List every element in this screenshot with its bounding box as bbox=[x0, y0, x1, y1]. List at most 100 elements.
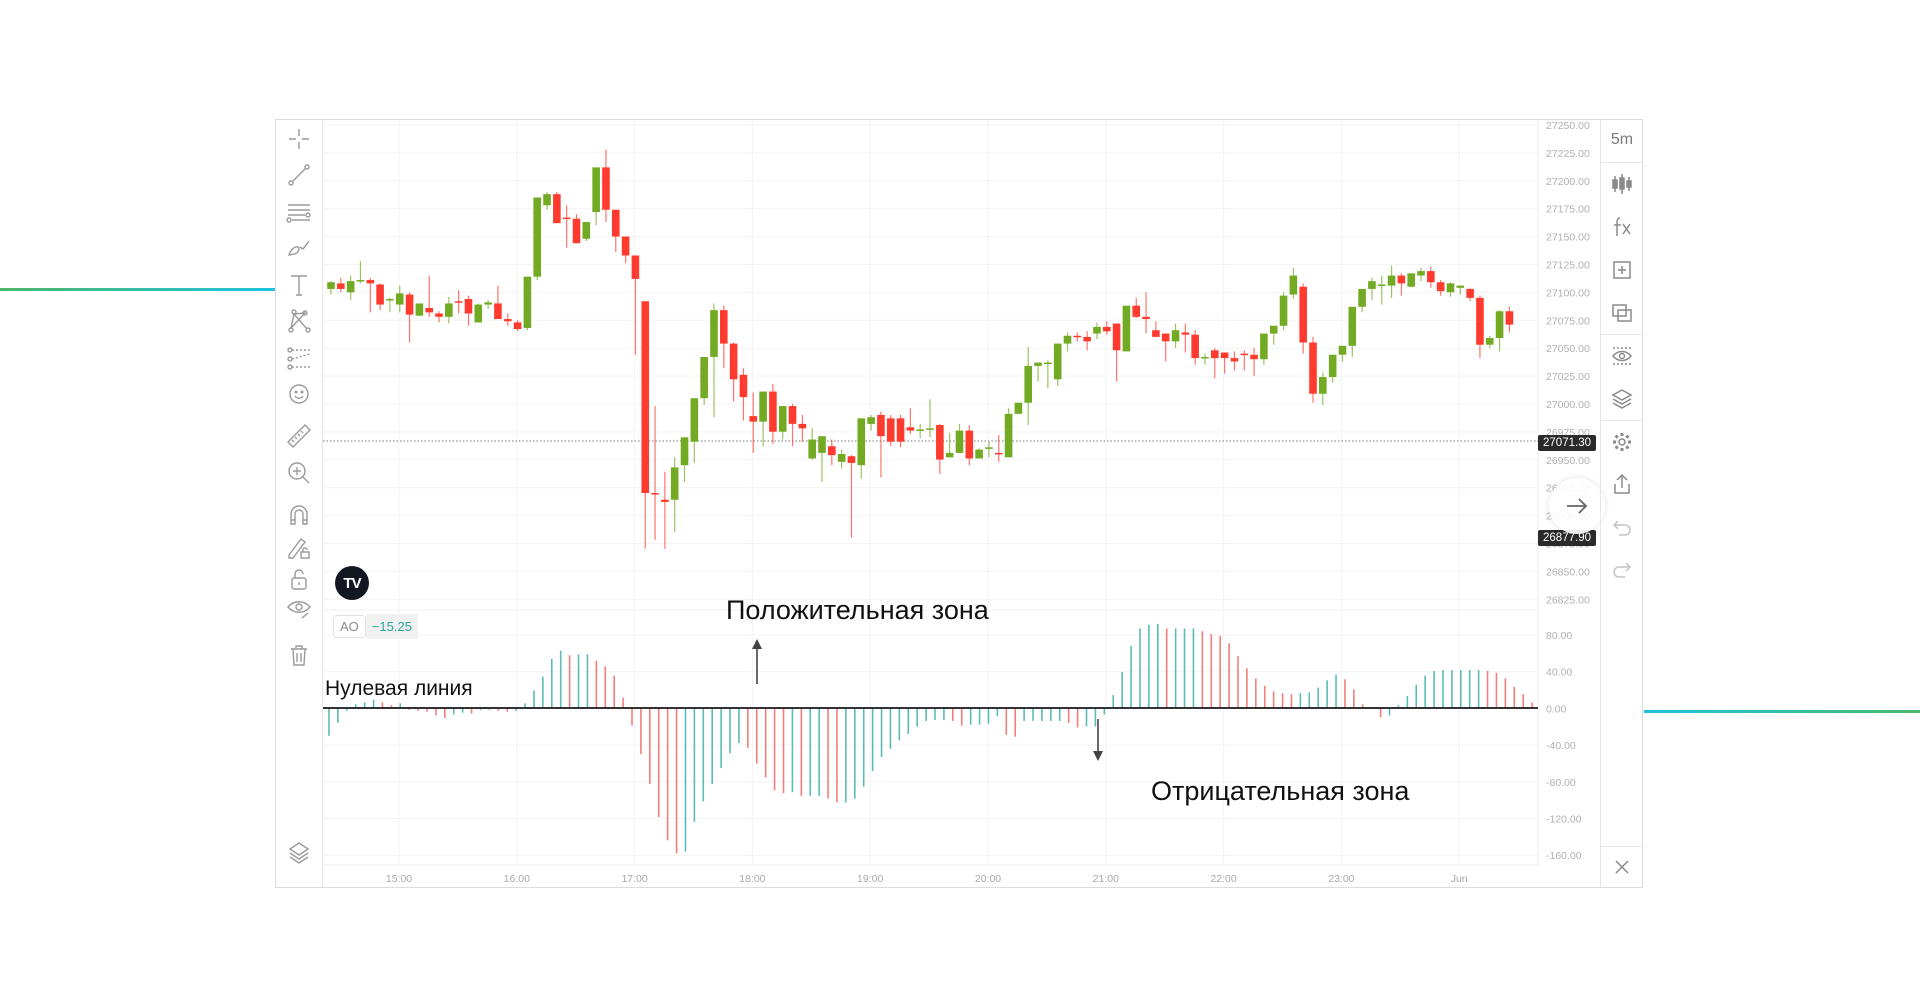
low-price-label: 26877.90 bbox=[1538, 530, 1596, 546]
candle-body bbox=[1387, 275, 1396, 286]
candle-body bbox=[435, 313, 443, 317]
candle-body bbox=[1181, 332, 1190, 335]
candle-body bbox=[867, 417, 875, 424]
candle-body bbox=[926, 428, 934, 430]
chart-canvas[interactable]: 27250.00 27225.00 27200.00 27175.00 27150.00… bbox=[323, 120, 1601, 889]
settings-button[interactable] bbox=[1606, 426, 1638, 458]
candle-body bbox=[847, 456, 856, 463]
drawing-toolbar bbox=[276, 120, 323, 887]
candle-body bbox=[582, 222, 591, 239]
candle-body bbox=[415, 303, 424, 316]
hide-indicators-button[interactable] bbox=[1606, 340, 1638, 372]
lock-tool[interactable] bbox=[284, 564, 314, 594]
candle-body bbox=[877, 414, 885, 437]
trend-line-tool[interactable] bbox=[284, 160, 314, 190]
candle-body bbox=[975, 449, 983, 459]
text-icon bbox=[291, 275, 307, 296]
decorative-line-right bbox=[1644, 710, 1920, 713]
scroll-to-realtime-button[interactable] bbox=[1549, 478, 1605, 534]
candle-body bbox=[513, 322, 522, 330]
share-icon bbox=[1614, 473, 1630, 494]
price-axis-label: 26850.00 bbox=[1546, 566, 1590, 578]
candle-body bbox=[651, 493, 659, 495]
ruler-tool[interactable] bbox=[284, 421, 314, 451]
ao-axis-label: 40.00 bbox=[1546, 667, 1572, 679]
emoji-tool[interactable] bbox=[284, 379, 314, 409]
emoji-icon bbox=[289, 384, 309, 404]
redo-button[interactable] bbox=[1606, 552, 1638, 584]
candle-body bbox=[1152, 330, 1160, 337]
horizontal-lines-tool[interactable] bbox=[284, 197, 314, 227]
layers-button[interactable] bbox=[1606, 383, 1638, 415]
ao-axis-label: -80.00 bbox=[1546, 777, 1576, 789]
crosshair-icon bbox=[289, 129, 309, 149]
compare-button[interactable] bbox=[1606, 297, 1638, 329]
price-axis-label: 27000.00 bbox=[1546, 399, 1590, 411]
undo-icon bbox=[1612, 520, 1631, 536]
pattern-tool[interactable] bbox=[284, 306, 314, 336]
indicator-name[interactable]: AO bbox=[333, 614, 366, 638]
candle-body bbox=[1093, 326, 1101, 334]
candle-body bbox=[445, 303, 453, 317]
candle-body bbox=[1505, 311, 1514, 325]
text-tool[interactable] bbox=[284, 270, 314, 300]
price-axis-label: 27175.00 bbox=[1546, 204, 1590, 216]
chart-window: 27250.00 27225.00 27200.00 27175.00 27150.00… bbox=[275, 119, 1643, 888]
candle-body bbox=[562, 217, 571, 220]
candle-body bbox=[818, 436, 826, 453]
lock-drawings-tool[interactable] bbox=[284, 533, 314, 563]
close-pane-button[interactable] bbox=[1606, 851, 1638, 883]
candle-body bbox=[1044, 362, 1052, 365]
candle-body bbox=[739, 374, 748, 398]
chart-type-button[interactable] bbox=[1606, 168, 1638, 200]
object-tree-tool[interactable] bbox=[284, 837, 314, 867]
candle-body bbox=[1269, 325, 1278, 334]
candle-body bbox=[395, 293, 404, 305]
magnet-tool[interactable] bbox=[284, 500, 314, 530]
zoom-in-tool[interactable] bbox=[284, 458, 314, 488]
price-axis-label: 27100.00 bbox=[1546, 287, 1590, 299]
add-frame-button[interactable] bbox=[1606, 254, 1638, 286]
indicators-button[interactable] bbox=[1606, 211, 1638, 243]
separator bbox=[1601, 846, 1643, 847]
candle-body bbox=[1348, 306, 1357, 346]
candle-body bbox=[906, 427, 915, 431]
gear-icon bbox=[1613, 433, 1631, 451]
arrow-down-head-icon bbox=[1093, 751, 1103, 761]
hide-drawings-tool[interactable] bbox=[284, 594, 314, 624]
candle-body bbox=[1112, 323, 1121, 351]
prediction-icon bbox=[287, 347, 311, 370]
candle-body bbox=[1004, 413, 1013, 458]
candle-body bbox=[474, 304, 483, 323]
indicator-legend[interactable]: AO −15.25 bbox=[333, 613, 418, 639]
candle-body bbox=[1358, 288, 1366, 307]
current-price-label: 27071.30 bbox=[1538, 435, 1596, 451]
candle-body bbox=[1417, 271, 1425, 276]
time-axis-label: 20:00 bbox=[975, 873, 1001, 885]
share-button[interactable] bbox=[1606, 468, 1638, 500]
candle-body bbox=[1211, 350, 1219, 359]
candle-body bbox=[1446, 283, 1455, 293]
candle-body bbox=[778, 406, 787, 432]
price-axis-label: 27075.00 bbox=[1546, 315, 1590, 327]
remove-drawings-tool[interactable] bbox=[284, 640, 314, 670]
compare-icon bbox=[1612, 304, 1632, 322]
prediction-tool[interactable] bbox=[284, 343, 314, 373]
interval-button[interactable]: 5m bbox=[1606, 124, 1638, 156]
undo-button[interactable] bbox=[1606, 510, 1638, 542]
brush-tool[interactable] bbox=[284, 233, 314, 263]
time-axis-label: 18:00 bbox=[739, 873, 765, 885]
candle-body bbox=[1328, 354, 1337, 378]
ao-axis-label: -40.00 bbox=[1546, 740, 1576, 752]
layers-icon bbox=[288, 842, 310, 864]
crosshair-tool[interactable] bbox=[284, 124, 314, 154]
candle-body bbox=[1250, 354, 1258, 360]
price-axis-label: 27225.00 bbox=[1546, 148, 1590, 160]
ao-axis-label: 0.00 bbox=[1546, 703, 1567, 715]
candle-body bbox=[965, 430, 974, 459]
candle-body bbox=[1053, 343, 1062, 380]
candle-body bbox=[1063, 335, 1072, 344]
candle-body bbox=[621, 236, 630, 256]
unlock-icon bbox=[291, 569, 307, 590]
candle-body bbox=[425, 307, 433, 313]
